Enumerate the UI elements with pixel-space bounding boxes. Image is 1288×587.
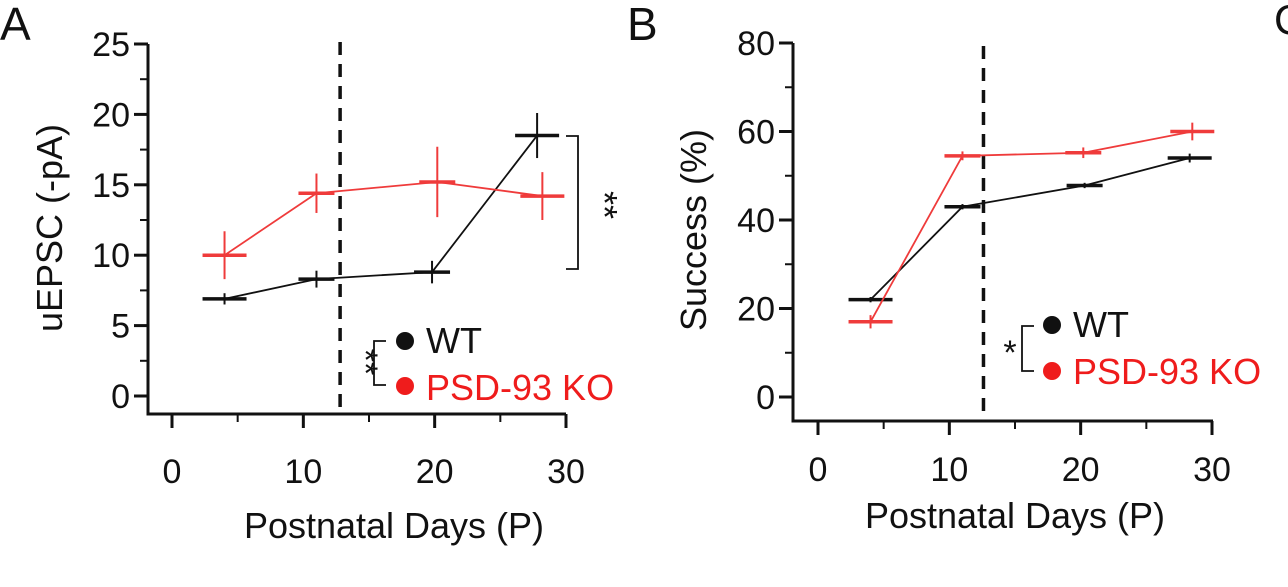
y-tick-label: 60 [737, 114, 775, 152]
x-axis-label-a: Postnatal Days (P) [244, 505, 544, 546]
x-tick-label: 30 [1193, 451, 1231, 489]
x-tick-label: 10 [284, 453, 322, 491]
y-tick-label: 0 [756, 379, 775, 417]
legend-label-wt-a: WT [426, 320, 482, 361]
legend-label-ko-a: PSD-93 KO [426, 367, 614, 408]
y-ticks-b: 0 20 40 60 80 [737, 25, 793, 417]
legend-label-ko-b: PSD-93 KO [1073, 351, 1261, 392]
significance-bracket-a [566, 135, 579, 270]
x-tick-label: 20 [416, 453, 454, 491]
series-line-wt [224, 134, 538, 300]
y-axis-label-b: Success (%) [673, 129, 714, 331]
x-tick-label: 20 [1062, 451, 1100, 489]
panel-label-a: A [0, 0, 31, 50]
legend-a: ** WT PSD-93 KO [346, 320, 614, 408]
panel-a: A 0 5 10 15 20 25 0 10 20 30 uEPSC (-pA) Postnat… [0, 0, 625, 546]
y-axis-label-a: uEPSC (-pA) [29, 124, 70, 332]
series-line-ko [869, 130, 1193, 323]
series-line-ko [224, 181, 543, 256]
legend-significance-a: ** [346, 349, 384, 375]
legend-bracket-b [1021, 325, 1034, 372]
x-tick-label: 0 [809, 451, 828, 489]
legend-b: * WT PSD-93 KO [1003, 304, 1261, 392]
legend-marker-wt-a [396, 332, 414, 350]
panel-label-c: C [1274, 0, 1288, 43]
x-axis-label-b: Postnatal Days (P) [865, 495, 1165, 536]
legend-significance-b: * [1003, 334, 1016, 372]
legend-marker-ko-a [396, 377, 414, 395]
x-tick-label: 10 [930, 451, 968, 489]
legend-marker-wt-b [1043, 316, 1061, 334]
x-tick-label: 30 [547, 453, 585, 491]
y-tick-label: 40 [737, 202, 775, 240]
y-tick-label: 80 [737, 25, 775, 63]
legend-label-wt-b: WT [1073, 304, 1129, 345]
x-ticks-a: 0 10 20 30 [163, 414, 585, 491]
panel-b: B 0 20 40 60 80 0 10 20 30 Success (%) Postnata… [627, 0, 1261, 536]
series-group-a [202, 112, 565, 305]
y-tick-label: 20 [92, 96, 130, 134]
y-tick-label: 5 [111, 308, 130, 346]
y-ticks-a: 0 5 10 15 20 25 [92, 26, 148, 416]
series-group-b [848, 122, 1215, 329]
legend-bracket-a [373, 340, 386, 386]
y-tick-label: 25 [92, 26, 130, 64]
significance-marker-a: ** [584, 191, 625, 219]
legend-marker-ko-b [1043, 362, 1061, 380]
series-line-wt [869, 157, 1190, 301]
x-ticks-b: 0 10 20 30 [809, 421, 1231, 489]
y-tick-label: 20 [737, 291, 775, 329]
x-tick-label: 0 [163, 453, 182, 491]
y-tick-label: 15 [92, 167, 130, 205]
panel-label-b: B [627, 0, 658, 50]
y-tick-label: 10 [92, 237, 130, 275]
y-tick-label: 0 [111, 378, 130, 416]
